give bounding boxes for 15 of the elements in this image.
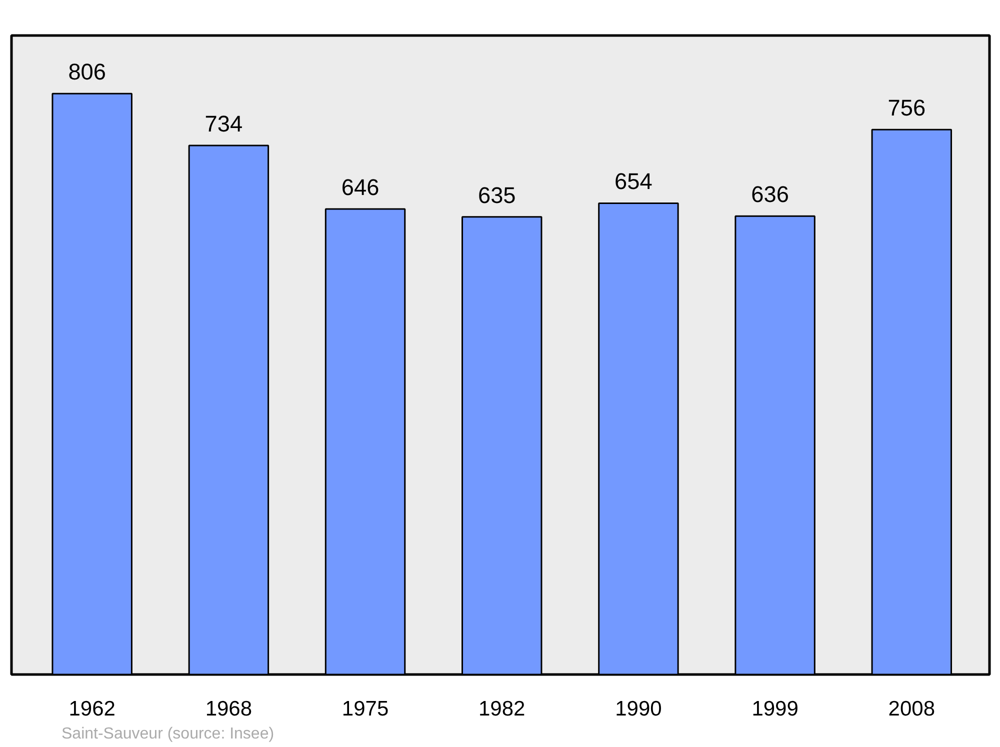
text: Saint-Sauveur (source: Insee) (62, 726, 274, 742)
data-label: 806 (68, 58, 106, 85)
x-tick-label: 1999 (752, 698, 798, 720)
data-label: 636 (751, 181, 789, 208)
x-tick-label: 1982 (478, 698, 526, 720)
data-label: 646 (341, 174, 380, 200)
data-label: 635 (478, 182, 516, 208)
data-label: 734 (204, 110, 243, 137)
data-label: 756 (888, 94, 926, 121)
x-tick-label: 1990 (615, 698, 662, 720)
x-tick-label: 1975 (342, 698, 389, 720)
data-label: 654 (614, 168, 652, 194)
x-tick-label: 1962 (68, 698, 116, 720)
x-tick-label: 1968 (205, 698, 252, 720)
x-tick-label: 2008 (888, 698, 936, 720)
